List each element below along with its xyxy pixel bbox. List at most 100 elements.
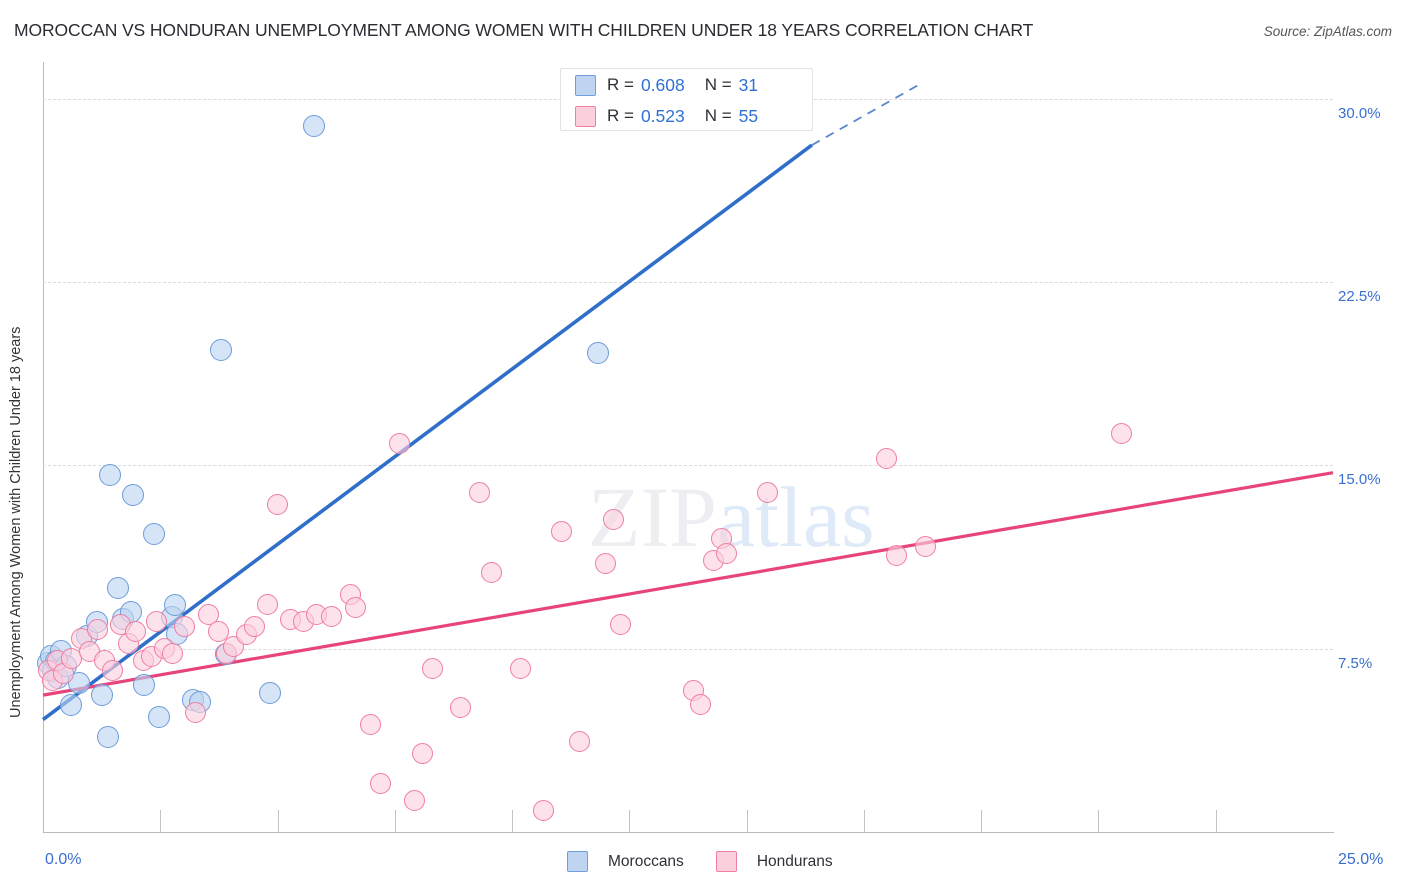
data-point-hondurans xyxy=(404,789,426,811)
moroccans-n-value: 31 xyxy=(738,74,759,95)
data-point-moroccans xyxy=(142,522,165,545)
data-point-hondurans xyxy=(450,696,472,718)
gridline xyxy=(43,282,1333,283)
y-axis-title: Unemployment Among Women with Children U… xyxy=(8,326,24,718)
y-axis-tick-label: 22.5% xyxy=(1338,288,1381,305)
data-point-hondurans xyxy=(102,660,124,682)
data-point-hondurans xyxy=(914,535,936,557)
legend-item-hondurans[interactable]: Hondurans xyxy=(715,851,833,872)
data-point-moroccans xyxy=(210,339,233,362)
data-point-moroccans xyxy=(259,681,282,704)
stat-row-hondurans: R = 0.523 N = 55 xyxy=(561,101,812,131)
x-axis-tick xyxy=(277,810,279,832)
y-axis-tick-label: 15.0% xyxy=(1338,471,1381,489)
data-point-moroccans xyxy=(122,483,145,506)
x-axis-tick xyxy=(1098,810,1100,832)
hondurans-swatch-icon xyxy=(575,105,596,127)
moroccans-n-label: N = xyxy=(704,75,732,94)
data-point-hondurans xyxy=(321,606,343,628)
x-axis-tick xyxy=(1215,810,1217,832)
x-axis-tick xyxy=(863,810,865,832)
x-axis-max-label: 25.0% xyxy=(1338,851,1384,868)
data-point-hondurans xyxy=(594,552,616,574)
data-point-hondurans xyxy=(244,616,266,638)
data-point-hondurans xyxy=(1110,423,1132,445)
data-point-hondurans xyxy=(569,731,591,753)
plot-area: ZIPatlas xyxy=(37,62,1334,832)
data-point-hondurans xyxy=(267,493,289,515)
data-point-hondurans xyxy=(125,621,147,643)
x-axis-line xyxy=(43,832,1334,833)
legend-hondurans-label: Hondurans xyxy=(756,852,833,870)
data-point-hondurans xyxy=(360,713,382,735)
data-point-hondurans xyxy=(422,657,444,679)
data-point-hondurans xyxy=(370,772,392,794)
data-point-hondurans xyxy=(690,694,712,716)
data-point-hondurans xyxy=(509,657,531,679)
data-point-moroccans xyxy=(60,693,83,716)
y-axis-tick-label: 7.5% xyxy=(1338,654,1373,672)
legend-moroccans-label: Moroccans xyxy=(608,852,684,870)
trend-line-extension-moroccans xyxy=(811,83,921,146)
data-point-hondurans xyxy=(468,481,490,503)
x-axis-tick xyxy=(629,810,631,832)
data-point-moroccans xyxy=(148,706,171,729)
data-point-hondurans xyxy=(86,618,108,640)
data-point-hondurans xyxy=(602,508,624,530)
moroccans-r-value: 0.608 xyxy=(640,74,685,95)
data-point-hondurans xyxy=(388,432,410,454)
data-point-hondurans xyxy=(207,621,229,643)
trend-line-hondurans xyxy=(42,471,1334,697)
hondurans-n-value: 55 xyxy=(738,105,759,126)
trend-line-moroccans xyxy=(41,143,813,721)
data-point-moroccans xyxy=(68,671,91,694)
x-axis-tick xyxy=(981,810,983,832)
legend-moroccans-swatch-icon xyxy=(567,851,588,872)
data-point-hondurans xyxy=(411,743,433,765)
moroccans-swatch-icon xyxy=(575,74,596,96)
x-axis-min-label: 0.0% xyxy=(45,851,82,868)
x-axis-tick xyxy=(160,810,162,832)
moroccans-r-label: R = xyxy=(607,75,634,94)
data-point-hondurans xyxy=(610,613,632,635)
data-point-hondurans xyxy=(256,594,278,616)
x-axis-tick xyxy=(512,810,514,832)
stat-row-moroccans: R = 0.608 N = 31 xyxy=(561,70,812,100)
series-legend: Moroccans Hondurans xyxy=(567,851,833,872)
data-point-moroccans xyxy=(586,341,609,364)
data-point-hondurans xyxy=(876,447,898,469)
x-axis-tick xyxy=(746,810,748,832)
data-point-moroccans xyxy=(132,674,155,697)
legend-item-moroccans[interactable]: Moroccans xyxy=(567,851,684,872)
data-point-moroccans xyxy=(163,593,186,616)
data-point-moroccans xyxy=(91,684,114,707)
data-point-hondurans xyxy=(533,799,555,821)
data-point-moroccans xyxy=(106,576,129,599)
legend-hondurans-swatch-icon xyxy=(715,851,737,872)
data-point-hondurans xyxy=(551,520,573,542)
correlation-stats-box: R = 0.608 N = 31 R = 0.523 N = 55 xyxy=(560,68,813,131)
trend-lines xyxy=(41,83,1334,721)
data-point-hondurans xyxy=(757,481,779,503)
gridline xyxy=(43,465,1333,467)
source-attribution: Source: ZipAtlas.com xyxy=(1263,24,1392,39)
data-point-moroccans xyxy=(302,114,325,137)
data-point-hondurans xyxy=(886,545,908,567)
data-point-hondurans xyxy=(174,616,196,638)
x-axis-tick xyxy=(394,810,396,832)
hondurans-r-value: 0.523 xyxy=(640,105,685,126)
y-axis-tick-label: 30.0% xyxy=(1338,104,1381,122)
hondurans-r-label: R = xyxy=(607,106,634,125)
data-point-hondurans xyxy=(184,701,206,723)
data-point-hondurans xyxy=(197,603,219,625)
data-point-moroccans xyxy=(96,725,119,748)
data-point-hondurans xyxy=(481,562,503,584)
data-point-hondurans xyxy=(716,542,738,564)
data-point-hondurans xyxy=(344,596,366,618)
data-point-moroccans xyxy=(99,464,122,487)
watermark-atlas: atlas xyxy=(717,469,875,565)
page-title: MOROCCAN VS HONDURAN UNEMPLOYMENT AMONG … xyxy=(14,20,1034,40)
data-point-hondurans xyxy=(146,611,168,633)
data-point-hondurans xyxy=(161,643,183,665)
